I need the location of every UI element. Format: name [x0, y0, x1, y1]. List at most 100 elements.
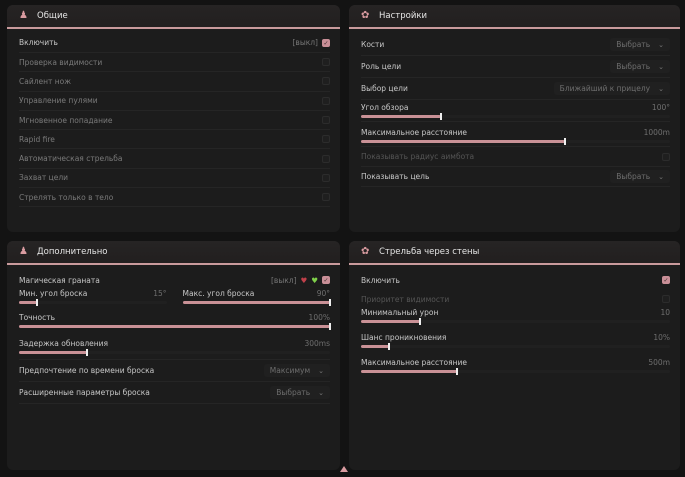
pen-chance-label: Шанс проникновения: [361, 333, 447, 342]
min-dmg-value: 10: [660, 308, 670, 317]
wb-enable-label: Включить: [361, 275, 400, 285]
panel-header: ✿ Настройки: [349, 5, 680, 29]
heart-icon[interactable]: ♥: [300, 275, 308, 285]
option-checkbox[interactable]: [322, 58, 330, 67]
option-checkbox[interactable]: [322, 116, 330, 125]
settings-panel: ✿ Настройки Кости Выбрать ⌄ Роль цели Выбрат…: [349, 5, 680, 232]
wb-max-dist-slider-row: Максимальное расстояние 500m: [361, 351, 670, 376]
option-label: Управление пулями: [19, 96, 98, 106]
chevron-down-icon: ⌄: [658, 172, 664, 181]
chevron-down-icon: ⌄: [658, 84, 664, 93]
option-label: Автоматическая стрельба: [19, 154, 123, 164]
show-target-dropdown[interactable]: Выбрать ⌄: [610, 170, 670, 183]
slider-fill: [361, 138, 566, 145]
chevron-down-icon: ⌄: [658, 40, 664, 49]
min-dmg-slider-row: Минимальный урон 10: [361, 308, 670, 326]
option-checkbox[interactable]: [322, 77, 330, 86]
panel-header: ♟ Дополнительно: [7, 241, 340, 265]
fov-slider[interactable]: [361, 113, 670, 120]
wb-max-dist-slider[interactable]: [361, 368, 670, 375]
option-label: Проверка видимости: [19, 57, 103, 67]
throw-adv-label: Расширенные параметры броска: [19, 388, 150, 397]
resize-handle-icon[interactable]: [340, 466, 348, 472]
wb-enable-row[interactable]: Включить ✓: [361, 270, 670, 290]
wb-priority-label: Приоритет видимости: [361, 294, 450, 304]
throw-pref-dropdown[interactable]: Максимум ⌄: [263, 364, 330, 377]
max-dist-slider-row: Максимальное расстояние 1000m: [361, 122, 670, 147]
throw-adv-row: Расширенные параметры броска Выбрать ⌄: [19, 382, 330, 404]
general-option-row[interactable]: Rapid fire: [19, 130, 330, 150]
grenade-checkbox[interactable]: ✓: [322, 276, 330, 284]
slider-fill: [361, 368, 458, 375]
general-option-row[interactable]: Стрелять только в тело: [19, 188, 330, 208]
target-role-label: Роль цели: [361, 62, 402, 71]
min-dmg-label: Минимальный урон: [361, 308, 439, 317]
character-icon: ♟: [19, 10, 28, 21]
general-option-row[interactable]: Сайлент нож: [19, 72, 330, 92]
dropdown-value: Выбрать: [616, 40, 651, 49]
enable-checkbox[interactable]: ✓: [322, 38, 330, 47]
accuracy-label: Точность: [19, 313, 56, 322]
bones-dropdown[interactable]: Выбрать ⌄: [610, 38, 670, 51]
target-role-dropdown[interactable]: Выбрать ⌄: [610, 60, 670, 73]
delay-slider[interactable]: [19, 349, 330, 356]
target-role-row: Роль цели Выбрать ⌄: [361, 56, 670, 78]
min-dmg-slider[interactable]: [361, 318, 670, 325]
panel-header: ✿ Стрельба через стены: [349, 241, 680, 265]
panel-header: ♟ Общие: [7, 5, 340, 29]
dropdown-value: Выбрать: [616, 62, 651, 71]
panel-title: Настройки: [379, 11, 428, 21]
slider-fill: [19, 323, 331, 330]
dropdown-value: Выбрать: [616, 172, 651, 181]
pen-chance-slider[interactable]: [361, 343, 670, 350]
pen-chance-slider-row: Шанс проникновения 10%: [361, 326, 670, 351]
option-checkbox[interactable]: [322, 135, 330, 144]
slider-fill: [361, 343, 390, 350]
general-option-row[interactable]: Проверка видимости: [19, 53, 330, 73]
min-angle-slider[interactable]: [19, 299, 167, 306]
max-dist-label: Максимальное расстояние: [361, 128, 468, 137]
wb-priority-row[interactable]: Приоритет видимости: [361, 290, 670, 308]
chevron-down-icon: ⌄: [318, 366, 324, 375]
option-checkbox[interactable]: [322, 193, 330, 202]
wb-priority-checkbox[interactable]: [662, 295, 670, 303]
general-option-row[interactable]: Захват цели: [19, 169, 330, 189]
enable-label: Включить: [19, 38, 58, 47]
option-label: Мгновенное попадание: [19, 115, 113, 125]
chevron-down-icon: ⌄: [658, 62, 664, 71]
slider-fill: [19, 349, 89, 356]
slider-fill: [361, 318, 421, 325]
general-option-row[interactable]: Мгновенное попадание: [19, 111, 330, 131]
slider-fill: [182, 299, 331, 306]
option-checkbox[interactable]: [322, 173, 330, 182]
min-angle-label: Мин. угол броска: [19, 289, 88, 298]
general-option-row[interactable]: Автоматическая стрельба: [19, 149, 330, 169]
throw-adv-dropdown[interactable]: Выбрать ⌄: [270, 386, 330, 399]
dropdown-value: Выбрать: [276, 388, 311, 397]
throw-pref-label: Предпочтение по времени броска: [19, 366, 155, 375]
keybind-tag[interactable]: [выкл]: [271, 275, 297, 285]
option-label: Захват цели: [19, 173, 68, 183]
show-radius-label: Показывать радиус аимбота: [361, 152, 475, 161]
enable-row[interactable]: Включить [выкл] ✓: [19, 33, 330, 53]
show-target-row: Показывать цель Выбрать ⌄: [361, 167, 670, 187]
max-dist-slider[interactable]: [361, 138, 670, 145]
bones-label: Кости: [361, 40, 385, 49]
option-checkbox[interactable]: [322, 96, 330, 105]
show-radius-checkbox[interactable]: [662, 152, 670, 161]
general-panel: ♟ Общие Включить [выкл] ✓ Проверка видимос…: [7, 5, 340, 232]
general-option-row[interactable]: Управление пулями: [19, 92, 330, 111]
wb-enable-checkbox[interactable]: ✓: [662, 276, 670, 284]
min-angle-slider-row: Мин. угол броска 15°: [19, 289, 167, 307]
option-checkbox[interactable]: [322, 154, 330, 163]
target-select-dropdown[interactable]: Ближайший к прицелу ⌄: [553, 82, 670, 95]
panel-title: Общие: [37, 11, 68, 21]
max-angle-value: 90°: [316, 289, 330, 298]
wallbang-panel: ✿ Стрельба через стены Включить ✓ Приорите…: [349, 241, 680, 470]
accuracy-slider[interactable]: [19, 323, 331, 330]
show-radius-row[interactable]: Показывать радиус аимбота: [361, 147, 670, 167]
grenade-row[interactable]: Магическая граната [выкл] ♥ ♥ ✓: [19, 271, 330, 289]
max-angle-slider[interactable]: [182, 299, 331, 306]
keybind-tag[interactable]: [выкл]: [292, 38, 318, 47]
color-picker-icon[interactable]: ♥: [311, 275, 318, 285]
